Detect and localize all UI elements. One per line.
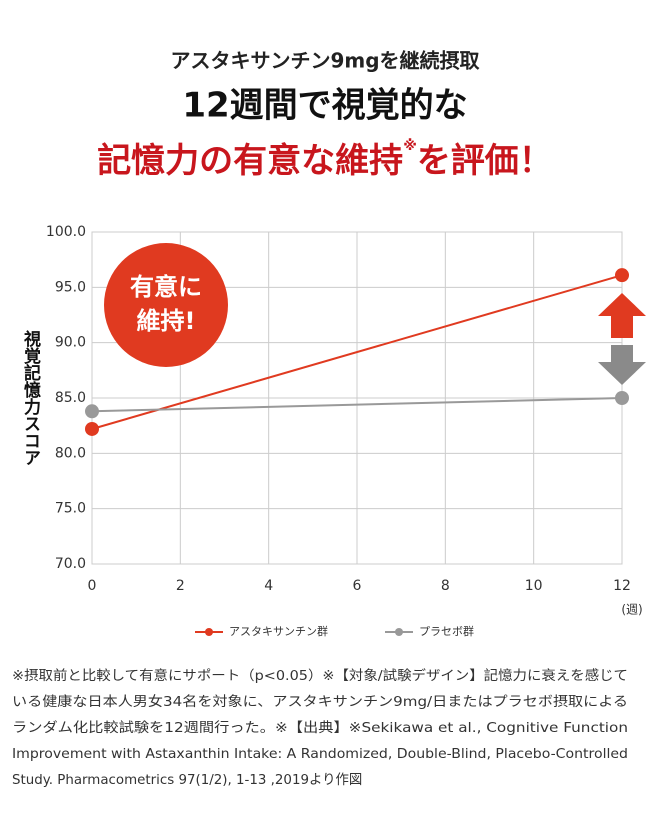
legend-label: プラセボ群 (419, 624, 474, 638)
x-tick-label: 2 (176, 578, 185, 594)
y-tick-label: 80.0 (55, 445, 86, 461)
series-line (91, 397, 623, 413)
y-tick-label: 70.0 (55, 556, 86, 572)
footnote: ※摂取前と比較して有意にサポート（p<0.05）※【対象/試験デザイン】記憶力に… (12, 667, 628, 788)
point (615, 391, 629, 405)
header-note-mark: ※ (403, 138, 417, 154)
x-tick-label: 12 (613, 578, 631, 594)
y-tick-label: 95.0 (55, 279, 86, 295)
x-tick-label: 4 (264, 578, 273, 594)
point (85, 421, 99, 436)
y-tick-label: 100.0 (46, 224, 86, 240)
footnote-line: ランダム化比較試験を12週間行った。※【出典】※Sekikawa et al.,… (12, 720, 628, 736)
legend-label: アスタキサンチン群 (229, 624, 328, 638)
legend-dot (205, 628, 213, 636)
badge (104, 243, 228, 367)
y-tick-label: 75.0 (55, 501, 86, 517)
badge-text: 維持! (137, 307, 196, 335)
down-arrow (598, 345, 646, 385)
y-tick-label: 85.0 (55, 390, 86, 406)
y-axis-label: 視覚記憶力スコア (20, 329, 42, 466)
x-tick-label: 6 (353, 578, 362, 594)
footnote-line: いる健康な日本人男女34名を対象に、アスタキサンチン9mg/日またはプラセボ摂取… (12, 693, 628, 710)
header-line2: 12週間で視覚的な (182, 86, 467, 126)
header-part: 記憶力の有意な維持 (97, 141, 403, 181)
legend-dot (395, 628, 403, 636)
plot: 70.0 75.0 80.0 85.0 90.0 95.0 100.0 0 2 4 6 8 10 12 (週… (20, 224, 643, 638)
footnote-line: ※摂取前と比較して有意にサポート（p<0.05）※【対象/試験デザイン】記憶力に… (12, 667, 628, 684)
badge-text: 有意に (130, 273, 202, 301)
x-unit-label: (週) (621, 603, 642, 617)
x-tick-label: 10 (525, 578, 543, 594)
header-part: を評価！ (417, 141, 553, 181)
header-line3: 記憶力の有意な維持※を評価！ (97, 138, 553, 181)
header-line1: アスタキサンチン9mgを継続摂取 (170, 49, 479, 73)
x-tick-label: 0 (88, 578, 97, 594)
up-arrow (598, 293, 646, 338)
footnote-line: Study. Pharmacometrics 97(1/2), 1-13 ,20… (12, 772, 362, 788)
y-tick-label: 90.0 (55, 335, 86, 351)
x-tick-label: 8 (441, 578, 450, 594)
footnote-line: Improvement with Astaxanthin Intake: A R… (12, 747, 628, 762)
series-line (91, 274, 623, 430)
point (85, 404, 99, 419)
point (615, 268, 629, 283)
